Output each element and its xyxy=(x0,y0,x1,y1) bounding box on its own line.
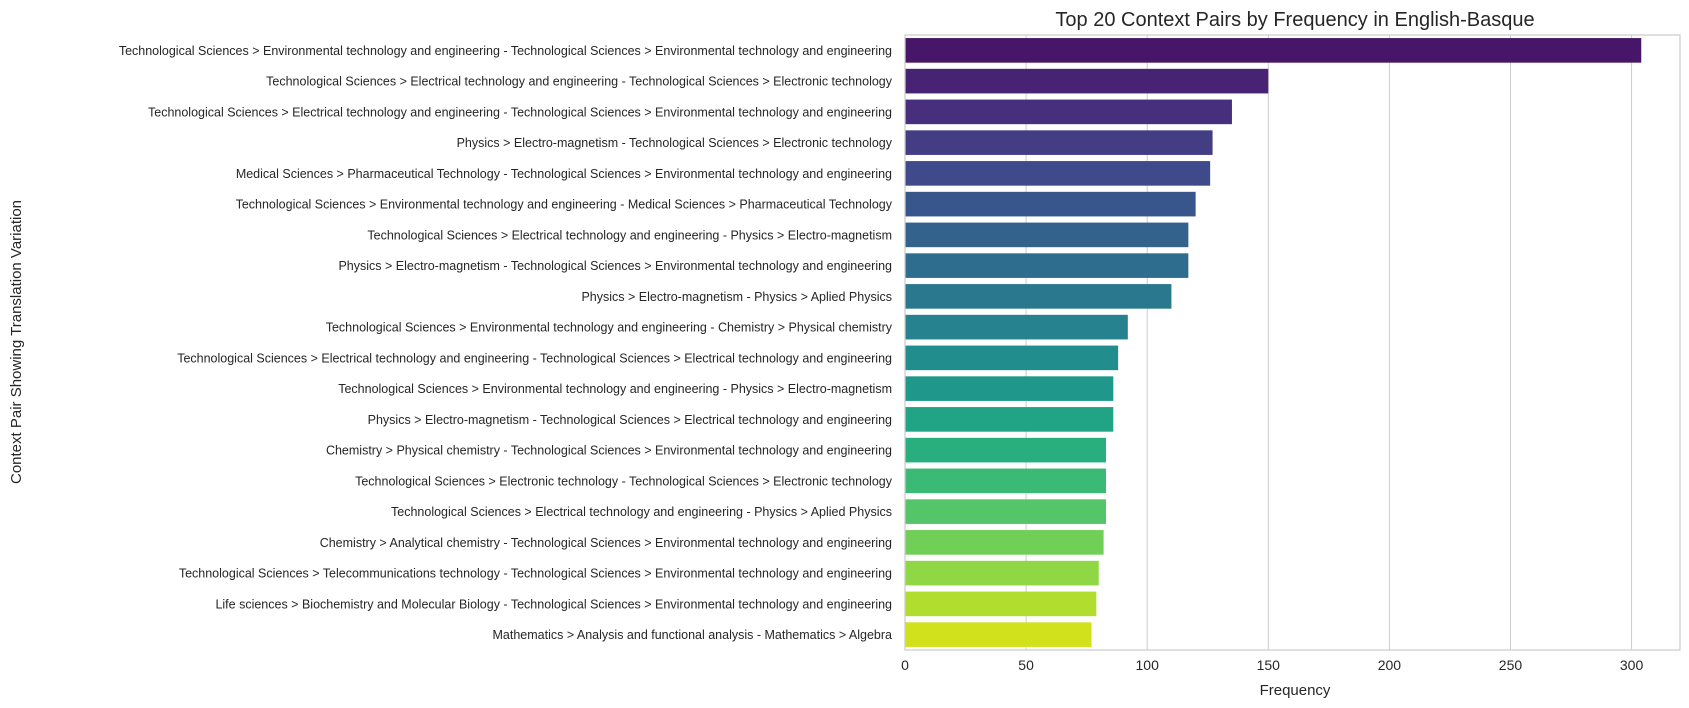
y-tick-label: Technological Sciences > Electrical tech… xyxy=(148,105,892,119)
x-tick-labels: 0 50 100 150 200 250 300 xyxy=(901,657,1643,673)
x-tick-label: 0 xyxy=(901,657,909,673)
bar xyxy=(905,345,1119,371)
chart-title: Top 20 Context Pairs by Frequency in Eng… xyxy=(1055,9,1534,31)
bar xyxy=(905,314,1128,340)
bar xyxy=(905,130,1213,155)
x-tick-label: 300 xyxy=(1620,657,1644,673)
y-tick-label: Technological Sciences > Electrical tech… xyxy=(367,228,892,242)
y-tick-label: Physics > Electro-magnetism - Technologi… xyxy=(368,413,892,427)
x-tick-label: 100 xyxy=(1136,657,1160,673)
y-tick-label: Life sciences > Biochemistry and Molecul… xyxy=(215,597,892,611)
bar xyxy=(905,560,1099,586)
y-tick-label: Chemistry > Analytical chemistry - Techn… xyxy=(320,536,892,550)
y-tick-label: Mathematics > Analysis and functional an… xyxy=(492,628,892,642)
y-axis-label: Context Pair Showing Translation Variati… xyxy=(8,200,25,484)
y-tick-label: Physics > Electro-magnetism - Technologi… xyxy=(338,259,892,273)
bar xyxy=(905,284,1172,309)
bar xyxy=(905,530,1104,555)
x-tick-label: 250 xyxy=(1499,657,1523,673)
y-tick-label: Technological Sciences > Environmental t… xyxy=(338,382,892,396)
y-tick-label: Physics > Electro-magnetism - Technologi… xyxy=(457,136,893,150)
bar xyxy=(905,499,1107,524)
bar xyxy=(905,222,1189,248)
bar xyxy=(905,38,1642,63)
x-axis-label: Frequency xyxy=(1260,682,1331,699)
y-tick-label: Technological Sciences > Electronic tech… xyxy=(355,474,893,488)
bar xyxy=(905,591,1097,617)
y-tick-label: Technological Sciences > Environmental t… xyxy=(326,321,893,335)
bar xyxy=(905,191,1196,217)
y-tick-label: Medical Sciences > Pharmaceutical Techno… xyxy=(236,167,892,181)
bar xyxy=(905,161,1211,186)
x-tick-label: 150 xyxy=(1257,657,1281,673)
bar xyxy=(905,99,1232,125)
plot-border xyxy=(904,34,1681,651)
y-tick-label: Physics > Electro-magnetism - Physics > … xyxy=(581,290,892,304)
bars xyxy=(905,38,1642,647)
y-tick-label: Technological Sciences > Environmental t… xyxy=(119,44,892,58)
bar xyxy=(905,437,1107,463)
y-tick-label: Technological Sciences > Electrical tech… xyxy=(391,505,892,519)
bar xyxy=(905,376,1114,401)
y-tick-label: Technological Sciences > Telecommunicati… xyxy=(179,567,892,581)
y-tick-label: Technological Sciences > Electrical tech… xyxy=(266,75,893,89)
bar xyxy=(905,68,1269,94)
x-tick-label: 200 xyxy=(1378,657,1402,673)
gridlines xyxy=(904,35,1633,650)
bar xyxy=(905,253,1189,278)
x-tick-label: 50 xyxy=(1018,657,1034,673)
y-tick-label: Chemistry > Physical chemistry - Technol… xyxy=(326,444,892,458)
bar xyxy=(905,407,1114,432)
y-tick-label: Technological Sciences > Environmental t… xyxy=(236,198,893,212)
bar xyxy=(905,622,1092,647)
plot-frame xyxy=(904,34,1681,651)
y-tick-label: Technological Sciences > Electrical tech… xyxy=(177,351,892,365)
y-tick-labels: Technological Sciences > Environmental t… xyxy=(119,44,893,642)
bar xyxy=(905,468,1107,494)
